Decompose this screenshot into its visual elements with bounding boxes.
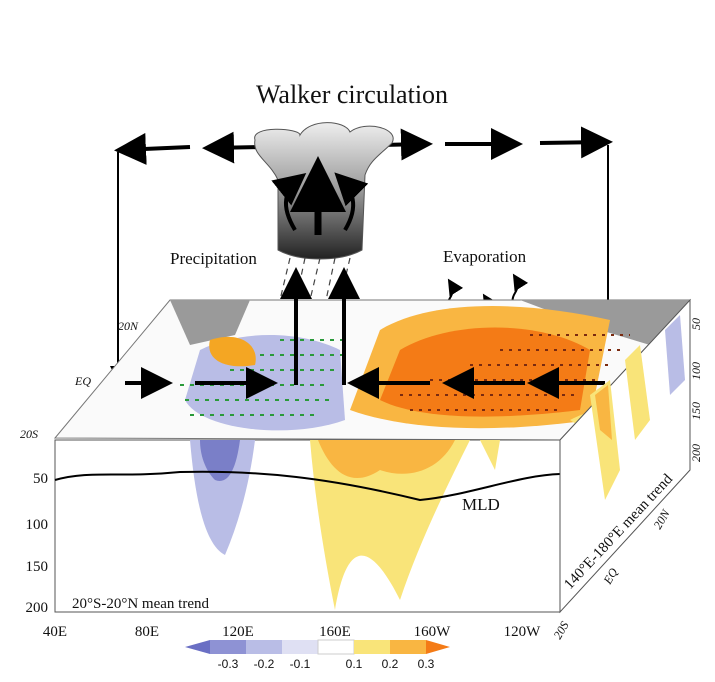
convective-cloud: [255, 123, 394, 259]
side-depth-tick: 50: [689, 318, 703, 330]
side-lat-tick: 20S: [550, 619, 571, 642]
lat-label: EQ: [74, 374, 91, 388]
colorbar-label: -0.1: [290, 657, 311, 671]
side-depth-tick: 150: [689, 402, 703, 420]
lat-label: 20S: [20, 427, 38, 441]
depth-tick: 100: [26, 517, 49, 533]
lon-tick: 120W: [504, 624, 542, 640]
side-depth-tick: 200: [689, 444, 703, 462]
front-face-label: 20°S-20°N mean trend: [72, 596, 209, 612]
colorbar-label: 0.1: [346, 657, 363, 671]
title: Walker circulation: [256, 80, 448, 109]
lon-tick: 120E: [222, 624, 254, 640]
precipitation-label: Precipitation: [170, 249, 257, 268]
colorbar-label: -0.2: [254, 657, 275, 671]
depth-tick: 200: [26, 600, 49, 616]
lon-tick: 160W: [414, 624, 452, 640]
depth-tick: 50: [33, 471, 48, 487]
rain: [280, 258, 350, 305]
colorbar-label: -0.3: [218, 657, 239, 671]
depth-tick: 150: [26, 559, 49, 575]
depth-section: [55, 440, 560, 612]
side-depth-tick: 100: [689, 362, 703, 380]
colorbar: [185, 640, 450, 654]
lat-label: 20N: [118, 319, 139, 333]
colorbar-label: 0.3: [418, 657, 435, 671]
lon-tick: 160E: [319, 624, 351, 640]
evaporation-label: Evaporation: [443, 247, 527, 266]
mld-label: MLD: [462, 495, 500, 514]
diagram: Walker circulation Precipitation Evapora…: [0, 0, 715, 682]
lon-tick: 40E: [43, 624, 67, 640]
lon-tick: 80E: [135, 624, 159, 640]
colorbar-label: 0.2: [382, 657, 399, 671]
side-lat-tick: EQ: [600, 565, 621, 587]
